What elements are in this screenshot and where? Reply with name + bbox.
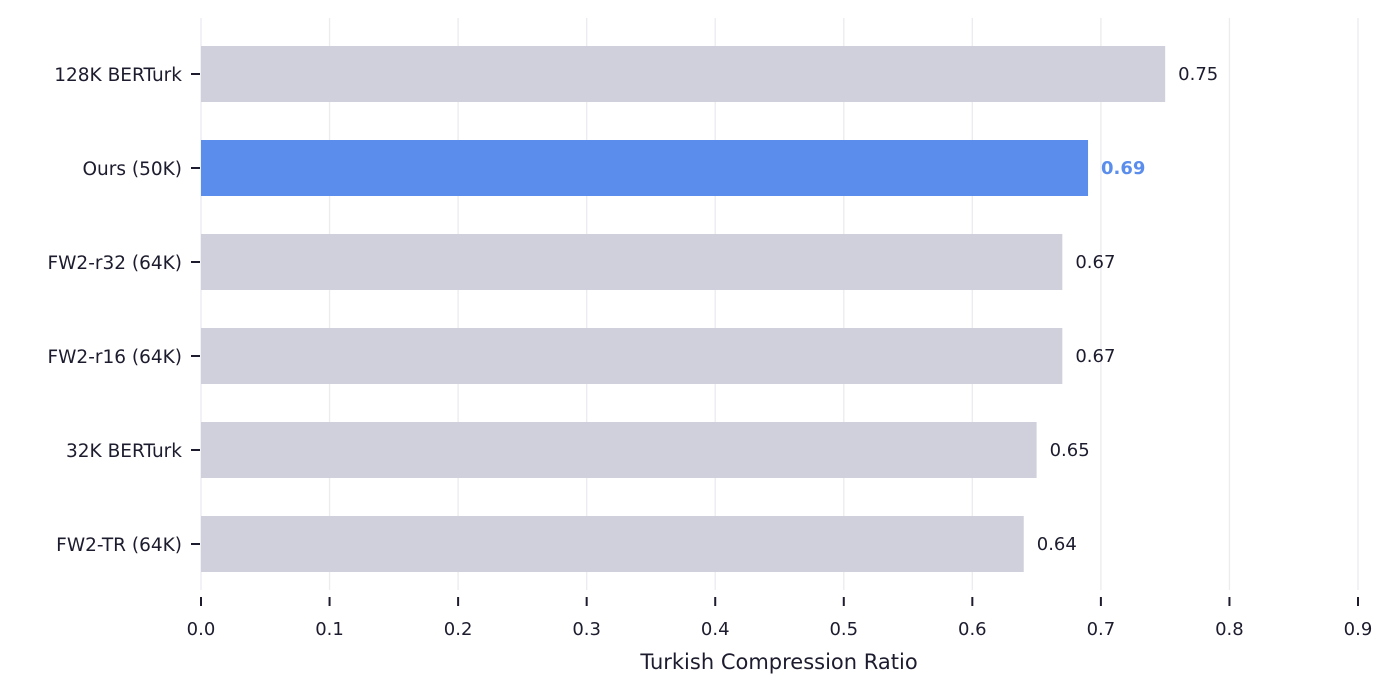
y-tick-label: FW2-r16 (64K) [47, 347, 182, 368]
x-tick-label: 0.7 [1087, 619, 1116, 640]
y-axis: 128K BERTurk Ours (50K) FW2-r32 (64K) FW2-r… [47, 65, 200, 556]
y-tick-label: FW2-r32 (64K) [47, 253, 182, 274]
value-label: 0.64 [1037, 534, 1077, 555]
y-tick-label: 128K BERTurk [54, 65, 182, 86]
grid-lines [200, 18, 1359, 590]
bar-fw2-r32-64k [201, 234, 1063, 290]
bar-32k-berturk [201, 422, 1037, 478]
value-label: 0.69 [1101, 158, 1145, 179]
bar-fw2-tr-64k [201, 516, 1024, 572]
y-tick-label: FW2-TR (64K) [56, 535, 182, 556]
x-tick-label: 0.5 [829, 619, 858, 640]
x-axis: 0.0 0.1 0.2 0.3 0.4 0.5 0.6 0.7 0.8 0.9 [187, 597, 1373, 640]
value-label: 0.67 [1075, 252, 1115, 273]
bar-fw2-r16-64k [201, 328, 1063, 384]
x-axis-label: Turkish Compression Ratio [639, 650, 917, 674]
bars: 0.75 0.69 0.67 0.67 0.65 0.64 [201, 46, 1218, 572]
x-tick-label: 0.8 [1215, 619, 1244, 640]
x-tick-label: 0.0 [187, 619, 216, 640]
x-tick-label: 0.6 [958, 619, 987, 640]
value-label: 0.65 [1050, 440, 1090, 461]
x-tick-label: 0.4 [701, 619, 730, 640]
x-tick-label: 0.2 [444, 619, 473, 640]
bar-128k-berturk [201, 46, 1166, 102]
y-tick-label: Ours (50K) [82, 159, 182, 180]
x-tick-label: 0.3 [572, 619, 601, 640]
x-tick-label: 0.1 [315, 619, 344, 640]
value-label: 0.75 [1178, 64, 1218, 85]
x-tick-label: 0.9 [1344, 619, 1373, 640]
value-label: 0.67 [1075, 346, 1115, 367]
bar-ours-50k [201, 140, 1089, 196]
y-tick-label: 32K BERTurk [66, 441, 182, 462]
